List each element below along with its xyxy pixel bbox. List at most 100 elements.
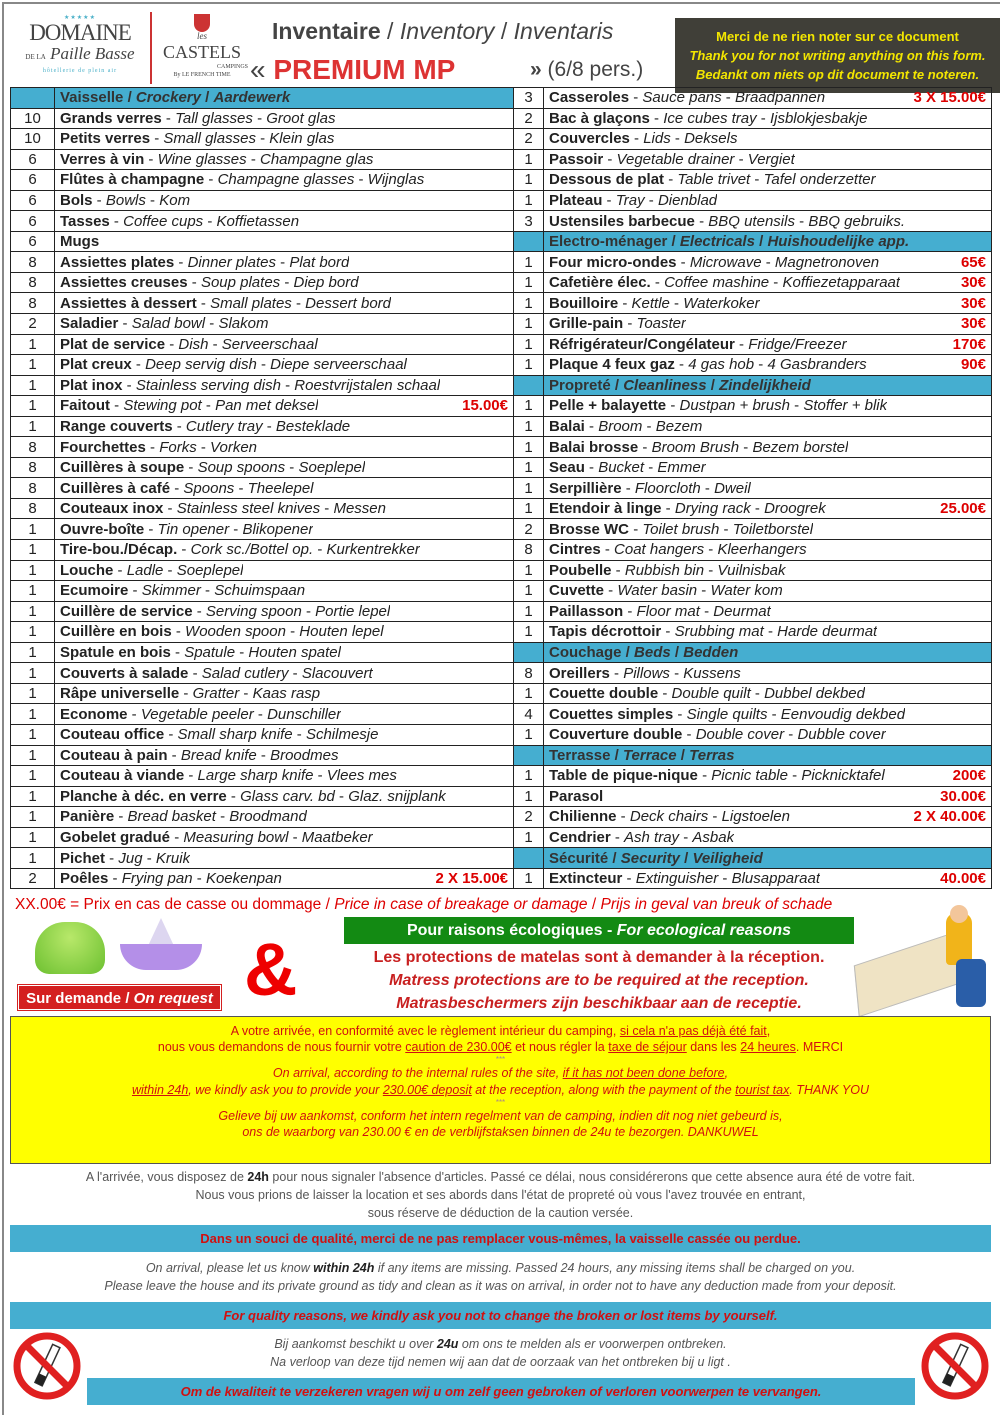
item-name-fr: Bac à glaçons: [549, 109, 650, 127]
item-name-en: Glass carv. bd: [240, 787, 335, 805]
item-name-en: Soup plates: [200, 274, 281, 292]
item-name-en: Single quilts: [686, 705, 768, 723]
description-text: Chilienne - Deck chairs - Ligstoelen: [549, 808, 790, 826]
table-row: 1 Cuillère de service - Serving spoon - P…: [10, 600, 992, 623]
description-cell: Chilienne - Deck chairs - Ligstoelen 2 X …: [543, 806, 992, 828]
description-cell: Cuillère en bois - Wooden spoon - Houten…: [54, 621, 514, 643]
item-name-en: Gratter: [192, 685, 240, 703]
item-name-nl: Serveerschaal: [221, 335, 318, 353]
item-name-en: Soup spoons: [197, 459, 286, 477]
ampersand: &: [244, 928, 298, 1011]
quantity-cell: 6: [10, 230, 55, 253]
description-text: Paillasson - Floor mat - Deurmat: [549, 602, 771, 620]
price-label: 3 X 15.00€: [913, 89, 986, 107]
description-text: Parasol: [549, 788, 603, 805]
section-en: Terrace: [622, 746, 677, 764]
quantity-cell: 1: [513, 723, 544, 746]
description-row: Bac à glaçons - Ice cubes tray - Ijsblok…: [549, 110, 986, 127]
quantity-cell: 1: [513, 867, 544, 890]
item-name-fr: Paillasson: [549, 602, 624, 620]
description-row: Chilienne - Deck chairs - Ligstoelen 2 X …: [549, 808, 986, 825]
quantity-cell: 1: [513, 436, 544, 458]
description-row: Petits verres - Small glasses - Klein gl…: [60, 130, 508, 147]
quantity-cell: 8: [10, 292, 55, 315]
description-row: Couverture double - Double cover - Dubbl…: [549, 726, 986, 743]
description-text: Cuillère en bois - Wooden spoon - Houten…: [60, 623, 384, 641]
section-en: Security: [620, 849, 680, 867]
quantity-cell: 2: [513, 107, 544, 130]
text: A votre arrivée, en conformité avec le r…: [230, 1024, 620, 1038]
section-fr: Couchage: [549, 644, 622, 662]
item-name-nl: Champagne glas: [260, 150, 374, 168]
description-row: Râpe universelle - Gratter - Kaas rasp: [60, 685, 508, 702]
description-text: Plateau - Tray - Dienblad: [549, 192, 718, 209]
arrival-text-fr: A l'arrivée, vous disposez de 24h pour n…: [10, 1168, 991, 1222]
item-name-nl: Roestvrijstalen schaal: [294, 376, 441, 394]
item-name-nl: Vlees mes: [326, 767, 397, 785]
item-name-fr: Couvercles: [549, 130, 630, 148]
item-name-en: Sauce pans: [642, 89, 722, 107]
description-cell: Mugs: [54, 230, 514, 253]
item-name-fr: Râpe universelle: [60, 685, 180, 703]
section-en: Beds: [634, 644, 671, 662]
item-name-fr: Ecumoire: [60, 582, 129, 600]
description-row: Grille-pain - Toaster 30€: [549, 315, 986, 332]
item-name-fr: Brosse WC: [549, 520, 630, 538]
item-name-fr: Louche: [60, 561, 114, 579]
description-text: Grille-pain - Toaster: [549, 315, 687, 333]
item-name-fr: Cuillères à café: [60, 479, 171, 497]
item-name-fr: Casseroles: [549, 89, 630, 107]
description-text: Passoir - Vegetable drainer - Vergiet: [549, 150, 795, 168]
quantity-cell: 8: [513, 539, 544, 561]
item-name-en: Rubbish bin: [624, 561, 705, 579]
description-row: Couette double - Double quilt - Dubbel d…: [549, 685, 986, 702]
item-name-nl: Bezem borstel: [752, 438, 849, 456]
description-cell: Grands verres - Tall glasses - Groot gla…: [54, 107, 514, 130]
description-text: Extincteur - Extinguisher - Blusapparaat: [549, 870, 820, 888]
table-row: 1 Couteau office - Small sharp knife - Sc…: [10, 723, 992, 746]
description-text: Range couverts - Cutlery tray - Bestekla…: [60, 418, 351, 436]
text: nous vous demandons de nous fournir votr…: [157, 1040, 406, 1055]
description-row: Assiettes à dessert - Small plates - Des…: [60, 295, 508, 312]
description-cell: Cuillères à café - Spoons - Theelepel: [54, 477, 514, 499]
logo-campings: CAMPINGS: [216, 64, 248, 70]
item-name-en: Coffee mashine: [664, 274, 770, 292]
item-name-fr: Saladier: [60, 315, 119, 333]
item-name-nl: Houten spatel: [248, 644, 341, 662]
price-label: 40.00€: [940, 870, 986, 888]
item-name-nl: Ijsblokjesbakje: [769, 109, 868, 127]
quantity-cell: 1: [513, 354, 544, 376]
section-header: Sécurité / Security / Veiligheid: [543, 847, 992, 869]
quantity-cell: 3: [513, 210, 544, 232]
text: . THANK YOU: [789, 1082, 870, 1097]
description-cell: Balai - Broom - Bezem: [543, 415, 992, 438]
logo-de-la: DE LA: [25, 53, 46, 61]
description-cell: Assiettes creuses - Soup plates - Diep b…: [54, 271, 514, 294]
quantity-cell: 1: [10, 415, 55, 438]
juicer-image: [120, 918, 202, 978]
description-text: Grands verres - Tall glasses - Groot gla…: [60, 109, 336, 127]
item-name-fr: Chilienne: [549, 808, 617, 826]
text: . MERCI: [795, 1040, 844, 1055]
quantity-cell: 1: [513, 477, 544, 499]
item-name-en: Stainless steel knives: [176, 500, 321, 518]
quantity-cell: 1: [10, 682, 55, 705]
description-text: Couteau à pain - Bread knife - Broodmes: [60, 746, 339, 764]
item-name-en: Srubbing mat: [674, 623, 764, 641]
table-row: 8 Assiettes creuses - Soup plates - Diep …: [10, 271, 992, 294]
item-name-en: Skimmer: [141, 582, 201, 600]
item-name-nl: 4 Gasbranders: [767, 356, 867, 374]
item-name-en: Pillows: [623, 664, 670, 682]
item-name-nl: Dienblad: [657, 192, 718, 209]
description-text: Couettes simples - Single quilts - Eenvo…: [549, 705, 906, 723]
item-name-fr: Cendrier: [549, 828, 611, 846]
notice-nl: Bedankt om niets op dit document te note…: [695, 67, 980, 82]
table-row: 2 Poêles - Frying pan - Koekenpan 2 X 15.0…: [10, 867, 992, 890]
description-row: Extincteur - Extinguisher - Blusapparaat…: [549, 870, 986, 887]
item-name-en: Jug: [118, 849, 143, 867]
description-cell: Four micro-ondes - Microwave - Magnetron…: [543, 251, 992, 273]
description-text: Couteaux inox - Stainless steel knives -…: [60, 500, 386, 518]
description-row: Casseroles - Sauce pans - Braadpannen 3 X…: [549, 89, 986, 106]
description-text: Plat inox - Stainless serving dish - Roe…: [60, 376, 441, 394]
description-row: Cuillères à soupe - Soup spoons - Soeple…: [60, 459, 508, 476]
